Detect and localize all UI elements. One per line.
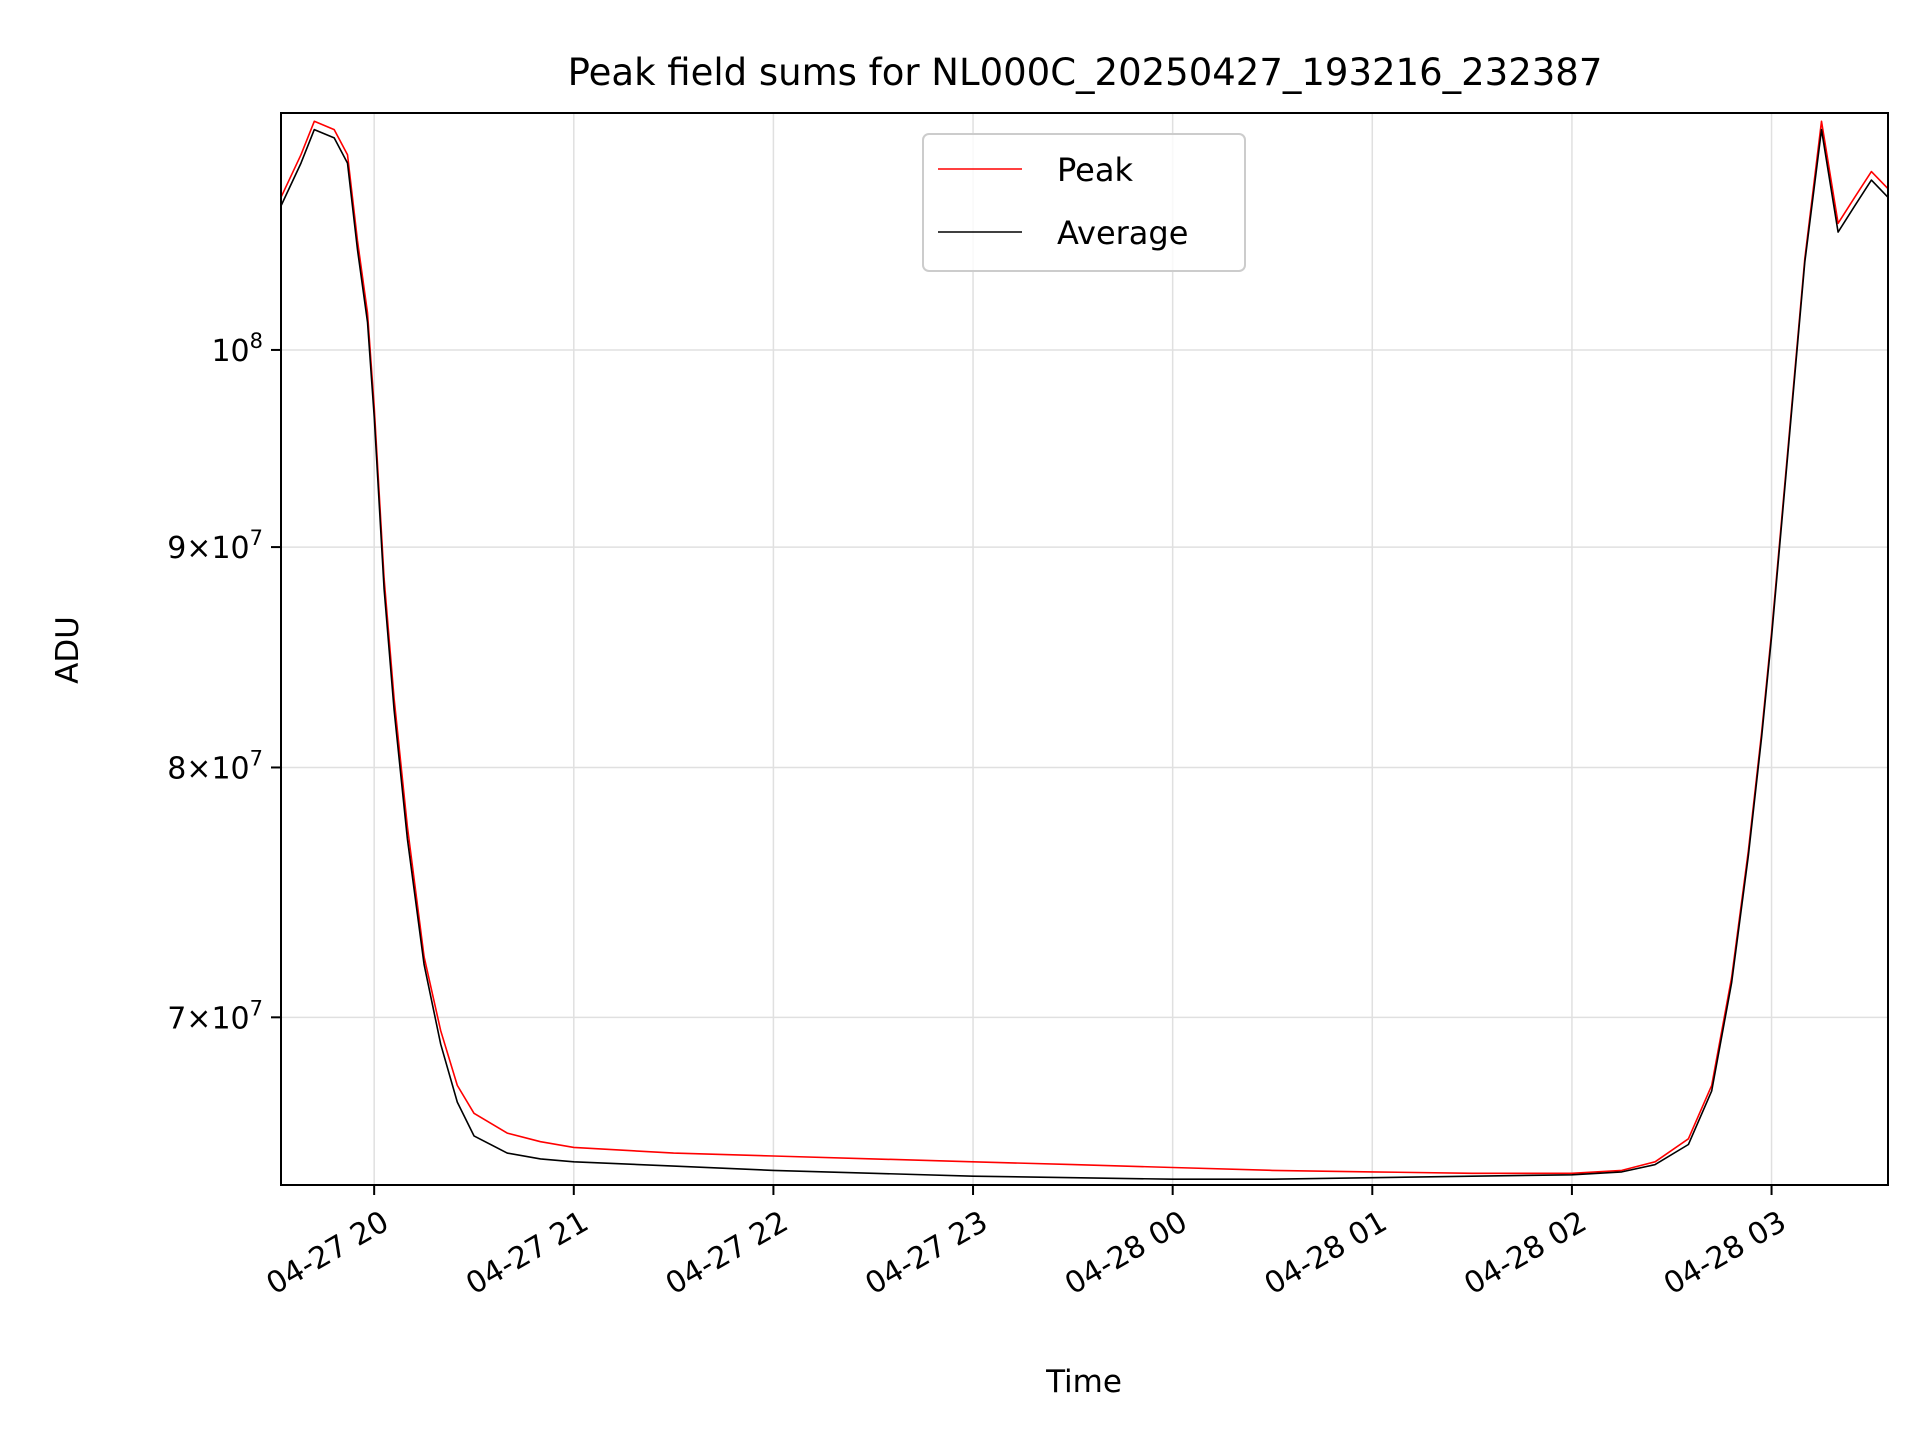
series-line-average bbox=[280, 128, 1889, 1180]
plot-series bbox=[280, 120, 1889, 1180]
x-axis-label: Time bbox=[1045, 1364, 1122, 1400]
y-tick-base: 9×10 bbox=[167, 531, 249, 566]
y-tick-exponent: 8 bbox=[250, 329, 263, 353]
y-tick-label: 9×107 bbox=[167, 526, 263, 566]
plot-frame bbox=[280, 112, 1889, 1186]
grid bbox=[281, 113, 1888, 1185]
legend-label-peak: Peak bbox=[1057, 151, 1133, 189]
y-tick-base: 10 bbox=[211, 334, 249, 369]
y-tick-base: 8×10 bbox=[167, 751, 249, 786]
y-tick-base: 7×10 bbox=[167, 1001, 249, 1036]
y-tick-exponent: 7 bbox=[250, 526, 263, 550]
legend-box bbox=[922, 133, 1246, 272]
legend: Peak Average bbox=[922, 133, 1246, 272]
chart-title: Peak field sums for NL000C_20250427_1932… bbox=[568, 51, 1603, 94]
y-tick-exponent: 7 bbox=[250, 996, 263, 1020]
y-tick-exponent: 7 bbox=[250, 746, 263, 770]
y-axis-label: ADU bbox=[50, 616, 86, 684]
y-tick-label: 7×107 bbox=[167, 996, 263, 1036]
y-tick-label: 8×107 bbox=[167, 746, 263, 786]
legend-label-average: Average bbox=[1057, 214, 1188, 252]
y-tick-label: 108 bbox=[211, 329, 263, 369]
